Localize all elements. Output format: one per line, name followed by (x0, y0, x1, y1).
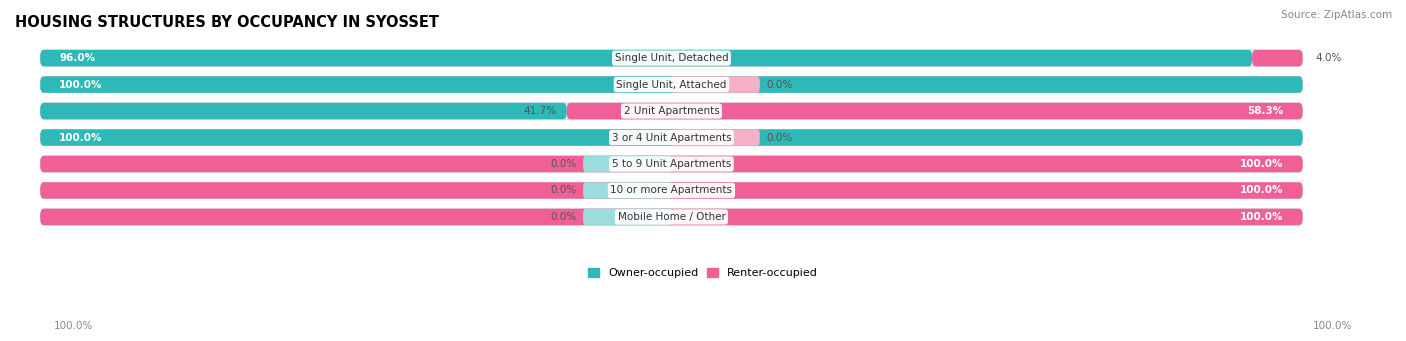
FancyBboxPatch shape (41, 182, 1302, 199)
Text: 100.0%: 100.0% (59, 133, 103, 143)
Text: 0.0%: 0.0% (551, 212, 576, 222)
Text: HOUSING STRUCTURES BY OCCUPANCY IN SYOSSET: HOUSING STRUCTURES BY OCCUPANCY IN SYOSS… (15, 15, 439, 30)
FancyBboxPatch shape (41, 50, 1302, 66)
FancyBboxPatch shape (583, 209, 672, 225)
Text: 100.0%: 100.0% (59, 79, 103, 90)
FancyBboxPatch shape (41, 76, 1302, 93)
Text: 41.7%: 41.7% (523, 106, 557, 116)
FancyBboxPatch shape (41, 50, 1253, 66)
Text: 4.0%: 4.0% (1315, 53, 1341, 63)
Text: 0.0%: 0.0% (766, 133, 793, 143)
Text: 0.0%: 0.0% (551, 186, 576, 195)
Text: 100.0%: 100.0% (1240, 159, 1284, 169)
Text: 10 or more Apartments: 10 or more Apartments (610, 186, 733, 195)
FancyBboxPatch shape (672, 129, 759, 146)
Text: Single Unit, Detached: Single Unit, Detached (614, 53, 728, 63)
FancyBboxPatch shape (672, 76, 759, 93)
FancyBboxPatch shape (41, 156, 1302, 172)
Text: Source: ZipAtlas.com: Source: ZipAtlas.com (1281, 10, 1392, 20)
FancyBboxPatch shape (41, 76, 1302, 93)
FancyBboxPatch shape (41, 209, 1302, 225)
Text: 100.0%: 100.0% (1313, 321, 1353, 331)
FancyBboxPatch shape (41, 129, 1302, 146)
Text: 100.0%: 100.0% (1240, 212, 1284, 222)
Text: 96.0%: 96.0% (59, 53, 96, 63)
Text: Single Unit, Attached: Single Unit, Attached (616, 79, 727, 90)
FancyBboxPatch shape (1253, 50, 1302, 66)
Text: 100.0%: 100.0% (53, 321, 93, 331)
FancyBboxPatch shape (567, 103, 1302, 119)
Text: 2 Unit Apartments: 2 Unit Apartments (624, 106, 720, 116)
Text: 0.0%: 0.0% (551, 159, 576, 169)
FancyBboxPatch shape (583, 156, 672, 172)
FancyBboxPatch shape (583, 182, 672, 199)
FancyBboxPatch shape (41, 103, 1302, 119)
Text: 3 or 4 Unit Apartments: 3 or 4 Unit Apartments (612, 133, 731, 143)
FancyBboxPatch shape (41, 182, 1302, 199)
FancyBboxPatch shape (41, 209, 1302, 225)
Text: 100.0%: 100.0% (1240, 186, 1284, 195)
Legend: Owner-occupied, Renter-occupied: Owner-occupied, Renter-occupied (583, 264, 823, 283)
Text: Mobile Home / Other: Mobile Home / Other (617, 212, 725, 222)
Text: 5 to 9 Unit Apartments: 5 to 9 Unit Apartments (612, 159, 731, 169)
FancyBboxPatch shape (41, 103, 567, 119)
Text: 0.0%: 0.0% (766, 79, 793, 90)
FancyBboxPatch shape (41, 129, 1302, 146)
FancyBboxPatch shape (41, 156, 1302, 172)
Text: 58.3%: 58.3% (1247, 106, 1284, 116)
